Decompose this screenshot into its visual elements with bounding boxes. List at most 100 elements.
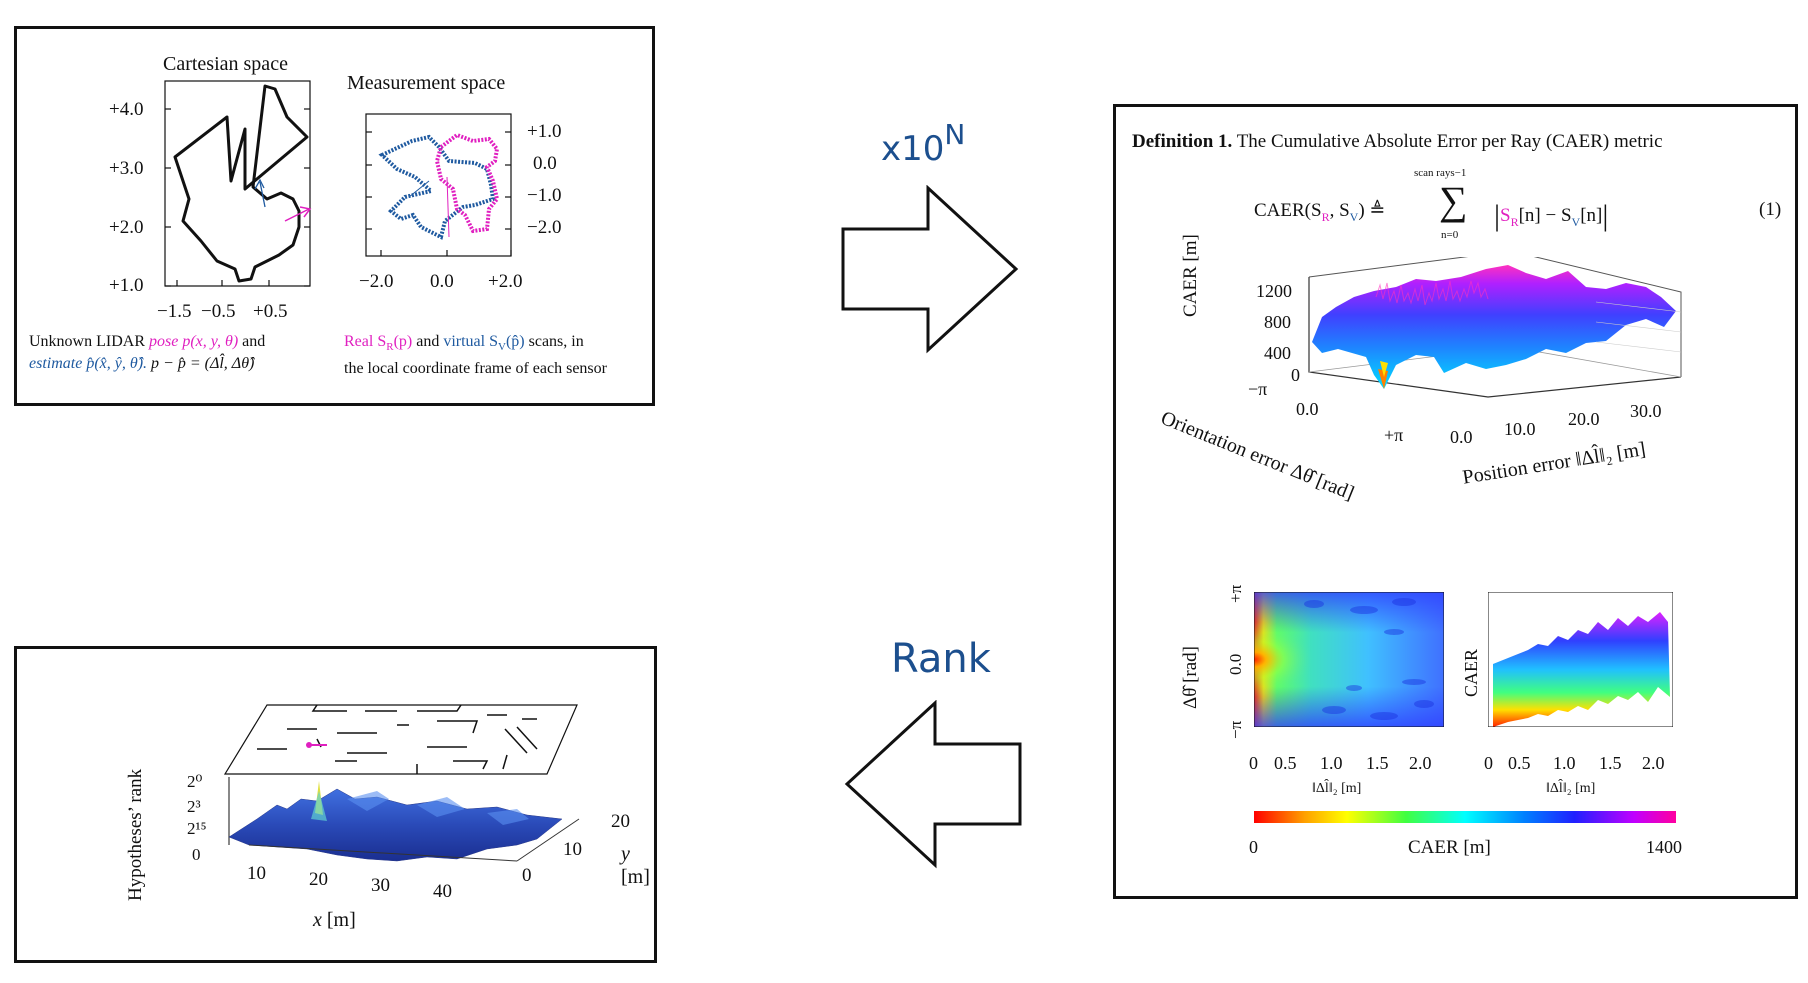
surf-zlabel: CAER [m] [1180,234,1201,317]
eq-sum-symbol: ∑ [1439,178,1468,223]
surf-pos-tick: 30.0 [1630,401,1662,421]
scan-link-a [446,176,450,238]
rank-x-axis [248,844,518,862]
caption-right-real: Real S [344,333,387,350]
surf-orient-tick: +π [1384,425,1404,445]
side-x-tick: 0.5 [1508,753,1531,773]
meas-y-tick: −1.0 [527,185,562,206]
heat-x-tick: 1.0 [1320,753,1343,773]
meas-y-tick: −2.0 [527,217,562,238]
hypotheses-rank-panel: Hypotheses’ rank 2⁰ 2³ 2¹⁵ 0 10 20 30 40… [14,646,657,963]
eq-body-minus: [n] − S [1518,205,1572,226]
estimate-pose-arrow [259,181,266,208]
side-x-tick: 1.0 [1553,753,1576,773]
caer-side-view [1488,592,1673,727]
caption-right-virtual: virtual S [443,333,498,350]
surface-dip [1378,369,1388,389]
rank-ylabel-var: y [621,843,630,865]
floor-plan-layer [223,704,578,775]
caer-surface-plot [1308,257,1682,398]
repeat-label-base: x10 [881,129,945,169]
rank-x-tick: 30 [371,875,390,896]
heat-x-tick: 0.5 [1274,753,1297,773]
measurement-ticks [366,131,512,256]
side-x-tick: 1.5 [1599,753,1622,773]
eq-body-n: [n] [1580,205,1603,226]
eq-sum-top: scan rays−1 [1414,167,1467,179]
eq-lhs: CAER(SR, SV) ≜ [1254,199,1385,225]
rank-y-tick: 10 [563,839,582,860]
eq-lhs-a: CAER(S [1254,200,1322,221]
surface-box-front [1308,277,1682,398]
heatmap-texture [1304,598,1434,720]
surface-box-back [1308,257,1682,377]
surf-pos-tick: 10.0 [1504,419,1536,439]
caption-right-and: and [412,333,444,350]
caption-right-scans: scans, in [524,333,584,350]
floor-plan-walls [257,704,538,774]
measurement-title: Measurement space [347,72,506,94]
meas-x-tick: 0.0 [430,271,454,292]
cart-x-tick: −0.5 [201,301,236,322]
definition-bold: Definition 1. [1132,131,1233,152]
meas-y-tick: 0.0 [533,153,557,174]
surface-texture [1375,280,1489,306]
eq-lhs-sub-r: R [1321,209,1330,224]
cartesian-axes-box [164,80,311,287]
surf-orient-tick: 0.0 [1296,399,1319,419]
cartesian-trajectory [173,84,309,283]
meas-x-tick: +2.0 [488,271,523,292]
side-view-envelope [1493,612,1670,727]
repeat-label-exp: N [944,118,966,151]
surf-z-tick: 800 [1264,312,1291,332]
rank-x-tick: 20 [309,869,328,890]
cartesian-title: Cartesian space [163,53,288,75]
eq-sum-bottom: n=0 [1441,229,1459,241]
forward-arrow [841,185,1019,354]
caer-surface [1312,265,1676,389]
caer-equation: CAER(SR, SV) ≜ scan rays−1 ∑ n=0 |SR[n] … [1254,167,1794,247]
caption-right-line2: the local coordinate frame of each senso… [344,360,607,378]
rank-label: Rank [891,636,991,682]
caption-left-pose: pose p(x, y, θ) [149,333,239,350]
rank-x-tick: 10 [247,863,266,884]
rank-surface [228,788,563,862]
surf-pos-tick: 0.0 [1450,427,1473,447]
caption-right-virtual-arg: (p̂) [505,333,525,350]
colorbar-label: CAER [m] [1408,837,1491,858]
cart-y-tick: +4.0 [109,99,144,120]
cart-y-tick: +2.0 [109,217,144,238]
caption-left-text: Unknown LIDAR [29,333,149,350]
side-ylabel: CAER [1461,648,1481,697]
side-x-tick: 2.0 [1642,753,1665,773]
heat-x-tick: 2.0 [1409,753,1432,773]
eq-body: |SR[n] − SV[n]| [1494,199,1609,232]
rank-xlabel-unit: [m] [321,909,356,931]
heat-x-tick: 1.5 [1366,753,1389,773]
caption-right-virtual-sub: V [498,341,506,354]
caption-right: Real SR(p) and virtual SV(p̂) scans, in … [344,331,607,380]
caption-left: Unknown LIDAR pose p(x, y, θ) and estima… [29,331,265,375]
rank-xlabel: x [m] [313,909,356,932]
rank-y-tick: 20 [611,811,630,832]
rank-z-tick: 2³ [187,797,201,816]
caer-definition-panel: Definition 1. The Cumulative Absolute Er… [1113,104,1798,899]
definition-text: The Cumulative Absolute Error per Ray (C… [1236,131,1663,152]
cartesian-ticks [165,108,310,287]
caption-left-estimate: estimate p̂(x̂, ŷ, θ̂). [29,355,148,372]
eq-body-sr-sub: R [1510,214,1519,229]
caer-heatmap [1254,592,1444,727]
cartesian-plot [164,80,512,287]
heat-y-tick: 0.0 [1226,653,1245,675]
rank-surface-plot [223,704,580,862]
cart-y-tick: +3.0 [109,158,144,179]
caption-right-real-arg: (p) [393,333,413,350]
heat-ylabel: Δθ̂ [rad] [1180,646,1201,709]
eq-number: (1) [1759,199,1782,220]
rank-y-axis [516,818,580,862]
heat-x-tick: 0 [1249,753,1258,773]
heat-y-tick: +π [1226,584,1245,603]
colorbar-max: 1400 [1646,837,1682,857]
scan-link-b [408,180,430,198]
caption-left-diff: p − p̂ = (Δl̂, Δθ̂) [147,355,255,372]
